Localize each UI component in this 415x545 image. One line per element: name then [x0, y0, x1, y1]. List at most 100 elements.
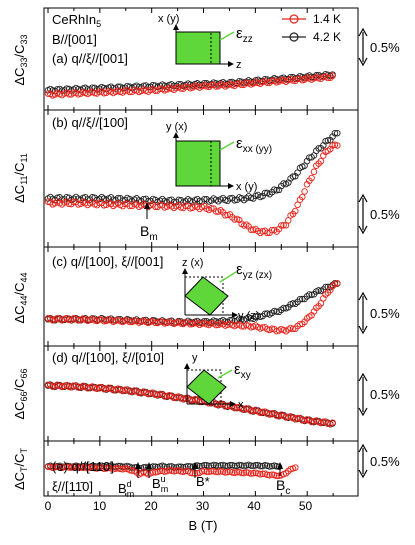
y-label-e: ΔCT/CT — [12, 447, 29, 490]
mode-label-e2: ξ//[11̄0] — [52, 479, 93, 494]
data-point — [117, 465, 124, 473]
strain-c-label: εyz (zx) — [236, 261, 272, 281]
data-point — [156, 85, 164, 93]
data-point — [161, 468, 168, 475]
data-point — [238, 323, 245, 330]
data-point — [203, 468, 210, 475]
annotation-e-Bmd: Bd m — [118, 462, 141, 499]
x-tick-label-40: 40 — [247, 499, 261, 513]
strain-a-label: εzz — [236, 25, 253, 45]
data-point — [49, 464, 56, 472]
y-label-d: ΔC66/C66 — [12, 368, 29, 419]
data-point — [324, 420, 332, 427]
scale-bar-label-a: 0.5% — [370, 40, 400, 55]
strain-b-horizontal-axis: x (y) — [236, 181, 257, 193]
data-point — [44, 463, 52, 470]
data-point — [299, 320, 306, 328]
data-point — [229, 469, 236, 476]
data-point — [243, 469, 250, 476]
data-point — [331, 129, 339, 137]
y-label-c: ΔC44/C44 — [12, 272, 29, 323]
data-point — [196, 462, 203, 470]
data-point — [296, 295, 304, 303]
data-point — [222, 212, 229, 219]
data-point — [294, 75, 301, 83]
strain-d-vertical-axis: y — [192, 352, 198, 364]
data-point — [61, 315, 68, 323]
series-e-14K — [44, 463, 299, 480]
data-point — [208, 467, 215, 475]
legend: 1.4 K 4.2 K — [282, 12, 341, 44]
data-point — [259, 228, 266, 235]
data-point — [238, 405, 245, 413]
data-point — [70, 89, 77, 96]
data-point — [168, 467, 175, 474]
data-point — [208, 81, 215, 89]
strain-d-label: εxy — [234, 361, 251, 381]
y-axis-labels: ΔC33/C33 ΔC11/C11 ΔC44/C44 ΔC66/C66 ΔCT/… — [12, 34, 29, 490]
x-tick-label-20: 20 — [144, 499, 158, 513]
data-point — [247, 470, 255, 477]
data-point — [261, 310, 269, 318]
data-point — [280, 221, 287, 229]
x-tick-label-10: 10 — [93, 499, 107, 513]
data-point — [100, 465, 108, 472]
data-point — [61, 463, 68, 471]
data-point — [292, 207, 299, 215]
data-point — [177, 320, 185, 327]
legend-label-1p4K: 1.4 K — [313, 12, 341, 26]
scale-bar-label-d: 0.5% — [370, 387, 400, 402]
annotations-e: Bd m Bu m B* Bc — [118, 462, 290, 499]
data-point — [70, 463, 77, 471]
data-point — [273, 187, 280, 194]
data-point — [289, 77, 297, 84]
mode-label-c: (c) q//[100], ξ//[001] — [52, 254, 163, 269]
data-point — [301, 188, 308, 195]
data-point — [233, 321, 241, 328]
strain-b-vertical-axis: y (x) — [166, 121, 187, 133]
data-point — [315, 145, 322, 152]
scale-bar-a — [358, 27, 368, 67]
data-point — [210, 461, 217, 469]
data-point — [182, 83, 189, 91]
data-point — [257, 462, 264, 470]
data-point — [56, 464, 63, 471]
data-point — [247, 315, 255, 322]
data-point — [292, 464, 299, 471]
scale-bar-label-e: 0.5% — [370, 454, 400, 469]
y-label-b: ΔC11/C11 — [12, 153, 29, 203]
data-point — [264, 471, 271, 479]
data-point — [112, 465, 119, 472]
legend-entry-4p2K: 4.2 K — [282, 30, 341, 44]
annotation-b-Bm: Bm — [140, 202, 158, 243]
data-point — [329, 419, 336, 426]
data-point — [252, 461, 259, 469]
data-point — [280, 304, 287, 312]
data-point — [91, 464, 98, 472]
strain-c-vertical-axis: z (x) — [182, 257, 203, 269]
data-point — [324, 137, 332, 144]
data-point — [100, 385, 108, 393]
strain-diagram-b: y (x) x (y) εxx (yy) — [166, 121, 272, 193]
annotation-e-Bc-label: Bc — [276, 477, 290, 497]
data-point — [222, 462, 229, 469]
data-point — [257, 471, 264, 478]
data-point — [173, 393, 180, 401]
data-point — [266, 463, 273, 470]
series-a-14K — [44, 72, 336, 99]
data-point — [261, 189, 269, 197]
y-label-a: ΔC33/C33 — [12, 34, 29, 85]
x-tick-labels: 0 10 20 30 40 50 — [45, 499, 313, 513]
data-point — [289, 300, 297, 307]
scale-bar-c — [358, 291, 368, 335]
legend-label-4p2K: 4.2 K — [313, 30, 341, 44]
data-point — [317, 300, 325, 307]
series-c-14K — [44, 279, 341, 335]
data-point — [334, 279, 341, 287]
x-tick-label-0: 0 — [45, 499, 52, 513]
data-point — [250, 469, 257, 477]
data-layer — [44, 70, 341, 480]
data-point — [121, 465, 129, 472]
data-point — [105, 464, 112, 472]
